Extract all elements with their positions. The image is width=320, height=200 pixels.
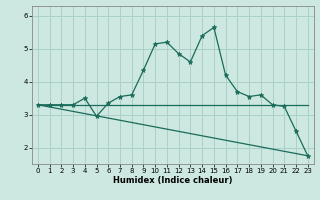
X-axis label: Humidex (Indice chaleur): Humidex (Indice chaleur) — [113, 176, 233, 185]
